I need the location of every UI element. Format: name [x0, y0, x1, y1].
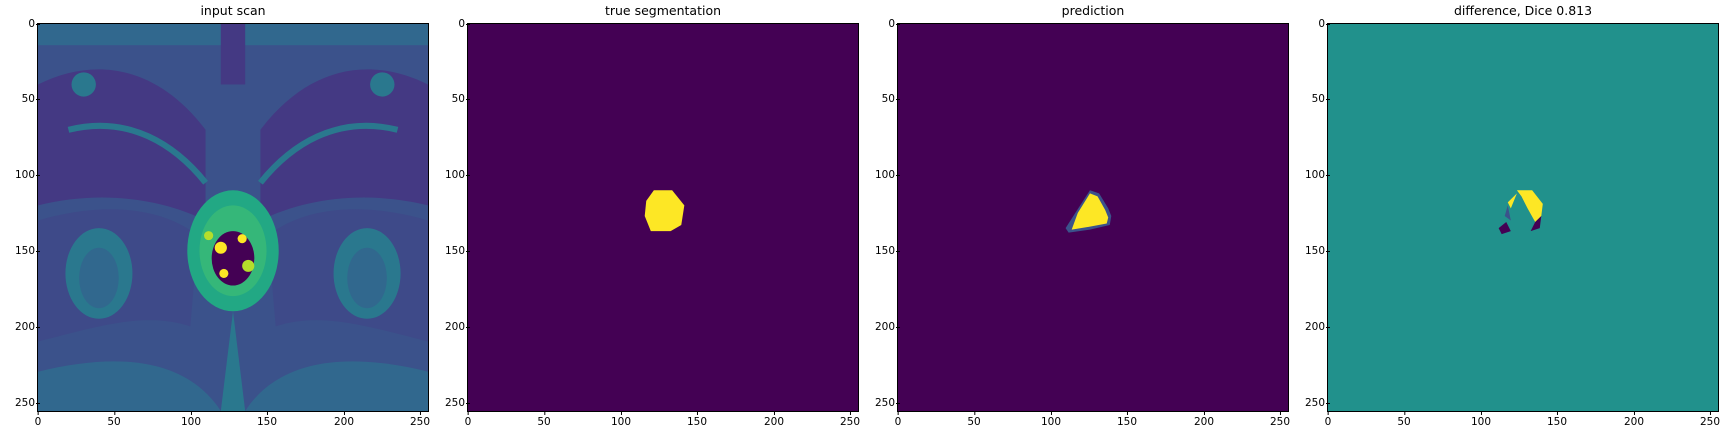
panel-prediction: prediction 0 50 100 150 200 250 0 50 100… — [860, 0, 1290, 432]
xtick-label: 0 — [894, 411, 902, 428]
ytick-label: 250 — [14, 397, 41, 409]
xtick-label: 150 — [1546, 411, 1568, 428]
xtick-label: 200 — [333, 411, 355, 428]
xtick-label: 250 — [1269, 411, 1291, 428]
xtick-label: 250 — [839, 411, 861, 428]
xtick-label: 0 — [1324, 411, 1332, 428]
ytick-label: 50 — [1311, 93, 1331, 105]
xtick-label: 50 — [1397, 411, 1411, 428]
xtick-label: 100 — [1040, 411, 1062, 428]
mri-scan-image — [37, 23, 429, 412]
panel-title: difference, Dice 0.813 — [1453, 3, 1593, 18]
panel-input-scan: input scan — [0, 0, 430, 432]
xtick-label: 250 — [409, 411, 431, 428]
ytick-label: 50 — [881, 93, 901, 105]
panel-true-segmentation: true segmentation 0 50 100 150 200 250 0… — [430, 0, 860, 432]
ytick-label: 250 — [874, 397, 901, 409]
xtick-label: 0 — [34, 411, 42, 428]
ytick-label: 0 — [1318, 18, 1330, 30]
ytick-label: 150 — [444, 245, 471, 257]
xtick-label: 200 — [1623, 411, 1645, 428]
xtick-label: 100 — [610, 411, 632, 428]
xtick-label: 250 — [1699, 411, 1721, 428]
ground-truth-mask-image — [467, 23, 859, 412]
xtick-label: 200 — [763, 411, 785, 428]
ytick-label: 100 — [874, 169, 901, 181]
panel-title: prediction — [1061, 3, 1125, 18]
ytick-label: 200 — [1304, 321, 1331, 333]
xtick-label: 150 — [256, 411, 278, 428]
xtick-label: 200 — [1193, 411, 1215, 428]
xtick-label: 0 — [464, 411, 472, 428]
ytick-label: 150 — [1304, 245, 1331, 257]
ytick-label: 0 — [888, 18, 900, 30]
ytick-label: 150 — [874, 245, 901, 257]
xtick-label: 50 — [107, 411, 121, 428]
ytick-label: 50 — [21, 93, 41, 105]
xtick-label: 50 — [967, 411, 981, 428]
xtick-label: 150 — [686, 411, 708, 428]
ytick-label: 0 — [458, 18, 470, 30]
xtick-label: 100 — [180, 411, 202, 428]
ytick-label: 200 — [874, 321, 901, 333]
ytick-label: 150 — [14, 245, 41, 257]
ytick-label: 200 — [14, 321, 41, 333]
difference-map-image — [1327, 23, 1719, 412]
predicted-mask-image — [897, 23, 1289, 412]
xtick-label: 150 — [1116, 411, 1138, 428]
panel-title: true segmentation — [604, 3, 722, 18]
panel-title: input scan — [200, 3, 266, 18]
ytick-label: 100 — [1304, 169, 1331, 181]
ytick-label: 200 — [444, 321, 471, 333]
xtick-label: 50 — [537, 411, 551, 428]
ytick-label: 250 — [1304, 397, 1331, 409]
ytick-label: 100 — [444, 169, 471, 181]
ytick-label: 100 — [14, 169, 41, 181]
xtick-label: 100 — [1470, 411, 1492, 428]
ytick-label: 50 — [451, 93, 471, 105]
ytick-label: 250 — [444, 397, 471, 409]
ytick-label: 0 — [28, 18, 40, 30]
panel-difference: difference, Dice 0.813 0 50 100 150 200 … — [1290, 0, 1720, 432]
